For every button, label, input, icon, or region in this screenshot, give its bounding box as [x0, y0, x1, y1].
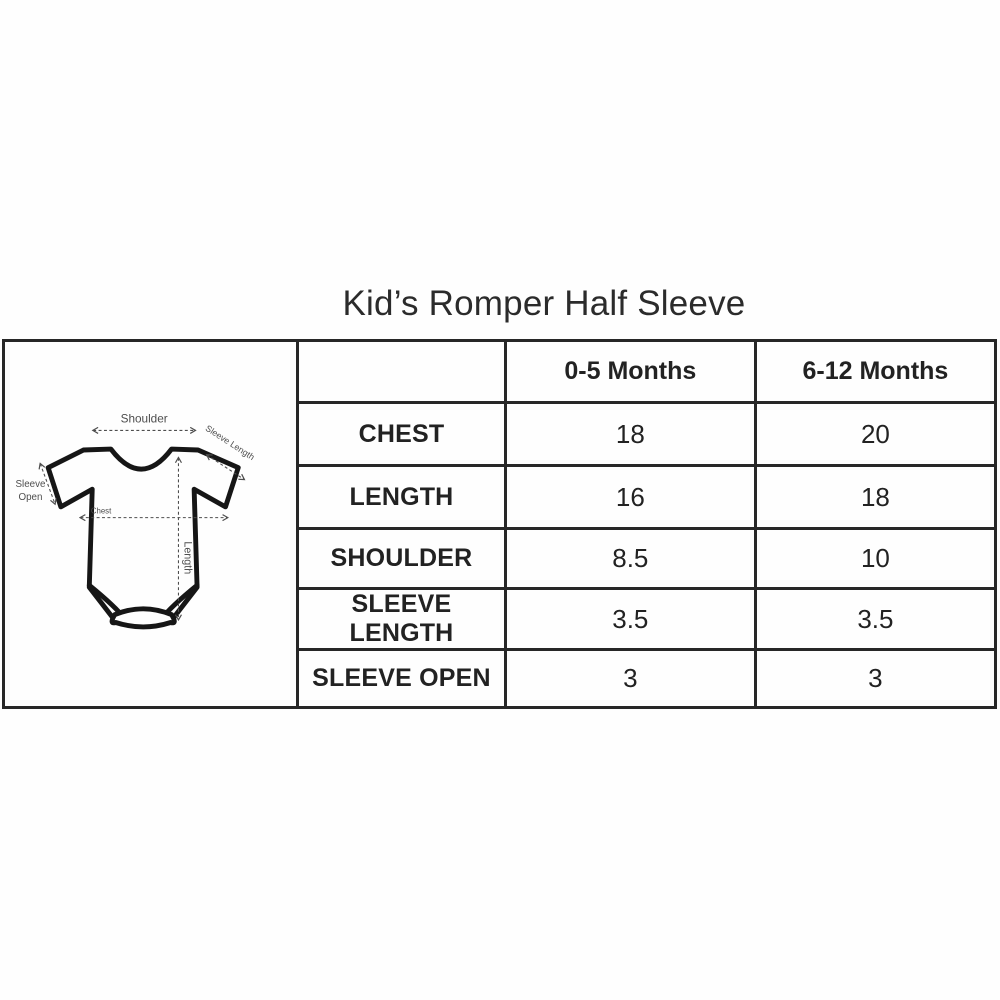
sleeve-length-arrow — [207, 455, 244, 480]
sleeve-open-6-12-value: 3 — [753, 648, 998, 709]
size-chart-sheet: Shoulder Sleeve Length Sleeve Open — [1, 339, 998, 709]
row-label-shoulder: SHOULDER — [296, 527, 507, 590]
page-title: Kid’s Romper Half Sleeve — [342, 284, 746, 323]
chest-label: Chest — [91, 507, 112, 516]
header-blank-cell — [296, 339, 507, 404]
table-header-row: Shoulder Sleeve Length Sleeve Open — [1, 339, 998, 709]
table-row-shoulder: SHOULDER 8.5 10 — [4, 527, 998, 590]
sleeve-length-0-5-value: 3.5 — [503, 587, 757, 651]
row-label-sleeve-open: SLEEVE OPEN — [296, 648, 507, 709]
chest-0-5-value: 18 — [503, 401, 757, 467]
shoulder-6-12-value: 10 — [753, 527, 998, 590]
row-label-length: LENGTH — [296, 464, 507, 530]
shoulder-0-5-value: 8.5 — [503, 527, 757, 590]
table-row-length: LENGTH 16 18 — [4, 464, 998, 530]
chest-6-12-value: 20 — [753, 401, 998, 467]
romper-diagram: Shoulder Sleeve Length Sleeve Open — [15, 413, 257, 630]
sleeve-open-0-5-value: 3 — [503, 648, 757, 709]
row-label-sleeve-length: SLEEVE LENGTH — [296, 587, 507, 651]
garment-diagram-cell: Shoulder Sleeve Length Sleeve Open — [1, 339, 300, 709]
size-table: Shoulder Sleeve Length Sleeve Open — [1, 339, 998, 709]
length-label: Length — [181, 541, 193, 574]
length-0-5-value: 16 — [503, 464, 757, 530]
sleeve-open-label-line2: Open — [18, 492, 42, 503]
header-0-5-months: 0-5 Months — [503, 339, 757, 404]
shoulder-label: Shoulder — [121, 413, 168, 426]
length-6-12-value: 18 — [753, 464, 998, 530]
row-label-chest: CHEST — [296, 401, 507, 467]
romper-outline — [45, 446, 241, 630]
sleeve-open-label-line1: Sleeve — [15, 479, 46, 490]
sleeve-length-6-12-value: 3.5 — [753, 587, 998, 651]
table-row-chest: CHEST 18 20 — [4, 401, 998, 467]
sleeve-open-arrow — [40, 464, 55, 504]
romper-bottom-flap — [109, 606, 177, 630]
header-6-12-months: 6-12 Months — [753, 339, 998, 404]
table-row-sleeve-length: SLEEVE LENGTH 3.5 3.5 — [4, 587, 998, 651]
table-row-sleeve-open: SLEEVE OPEN 3 3 — [4, 648, 998, 709]
